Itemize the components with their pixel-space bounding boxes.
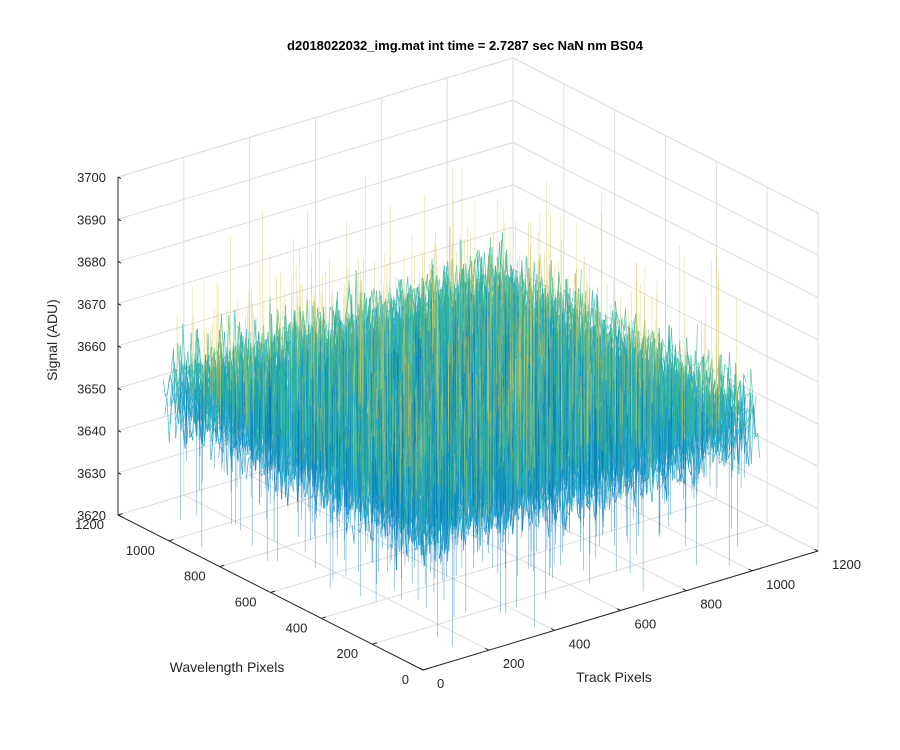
surface-segment (174, 362, 178, 395)
surface-segment (186, 364, 190, 376)
surface-segment (178, 359, 182, 404)
grid-line-side-z (512, 99, 819, 256)
surface-segment (190, 430, 194, 441)
surface-segment (439, 289, 443, 304)
surface-segment (164, 391, 168, 397)
grid-line-side-z (512, 184, 819, 341)
grid-line-back-z (117, 142, 514, 262)
surface-segment (162, 378, 166, 397)
surface-segment (166, 398, 170, 443)
surface-segment (300, 310, 304, 346)
surface-segment (478, 250, 482, 283)
surface-segment (371, 289, 375, 314)
surface-segment (483, 252, 487, 289)
surface-segment (175, 393, 179, 425)
surface-segment (181, 397, 185, 443)
surface-segment (172, 378, 176, 385)
box-edge (512, 57, 819, 214)
surface-segment (173, 348, 177, 439)
box-edge (117, 57, 514, 178)
surface-segment (177, 343, 181, 378)
surface-segment (186, 410, 190, 445)
surface-segment (168, 373, 172, 385)
grid-line-back-z (117, 226, 514, 347)
surface-segment (454, 265, 457, 291)
surface-segment (180, 391, 184, 431)
surface-segment (415, 288, 419, 295)
surface-segment (539, 254, 543, 280)
surface-data (162, 166, 761, 647)
surface-segment (397, 279, 401, 308)
grid-line-side-z (512, 142, 819, 298)
surface-segment (169, 377, 173, 407)
surface-segment (186, 365, 190, 373)
surface-segment (170, 349, 174, 374)
surface-segment (171, 396, 175, 405)
surface-segment (221, 331, 225, 361)
surface-segment (474, 250, 478, 265)
surface-segment (213, 428, 217, 434)
surface-segment (166, 384, 170, 400)
surface-segment (186, 369, 190, 374)
surface-segment (405, 276, 409, 299)
grid-line-floor-y (321, 498, 717, 619)
surface-segment (182, 323, 186, 370)
surface-segment (274, 335, 278, 357)
surface-segment (182, 369, 186, 422)
grid-line-back-z (117, 184, 514, 305)
surface-segment (494, 274, 498, 279)
surface-segment (180, 359, 184, 370)
grid-line-back-z (117, 99, 514, 220)
surface-segment (178, 362, 182, 413)
grid-line-floor-y (372, 524, 768, 645)
surface-segment (164, 398, 168, 415)
surface-segment (212, 358, 216, 364)
surface-segment (424, 273, 428, 300)
surface-segment (175, 343, 179, 413)
surface-segment (490, 263, 494, 270)
surface-segment (400, 279, 403, 342)
surface-segment (181, 363, 185, 397)
